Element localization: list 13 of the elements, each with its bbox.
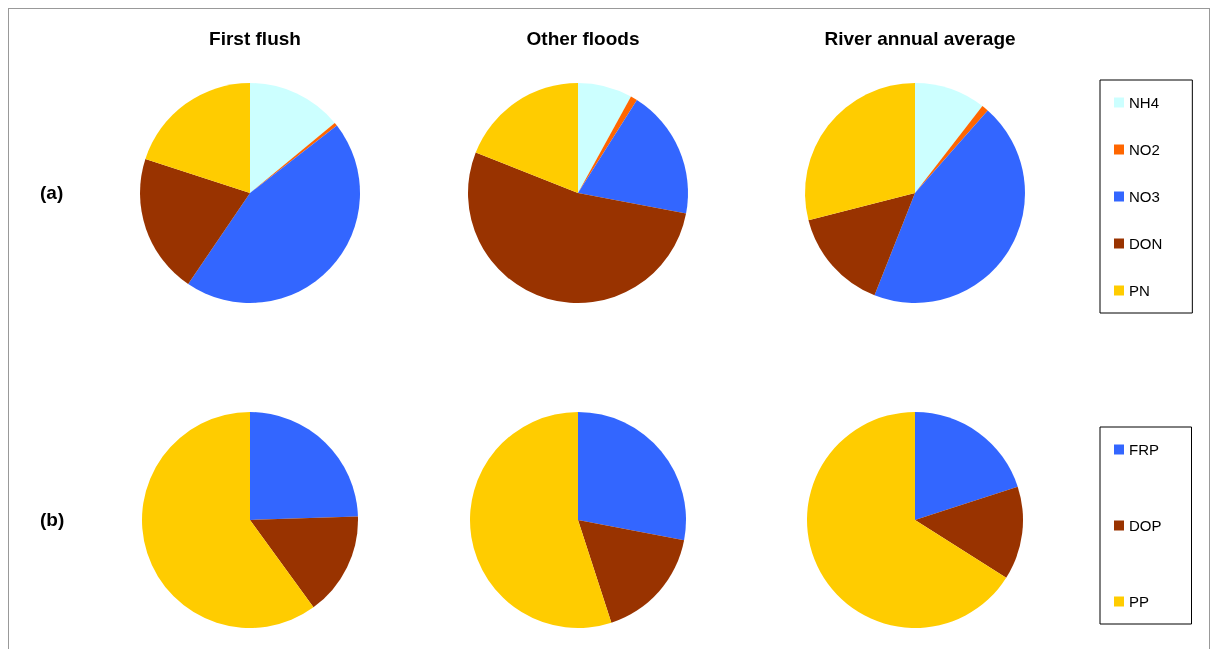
text: (b) bbox=[40, 509, 65, 530]
legend-label: DOP bbox=[1129, 517, 1162, 534]
text: (a) bbox=[40, 182, 64, 203]
slice-label: River annual average bbox=[824, 28, 1016, 49]
slice-label: First flush bbox=[209, 28, 301, 49]
legend-label: NH4 bbox=[1129, 94, 1160, 111]
slice-label: Other floods bbox=[526, 28, 640, 49]
legend-label: NO3 bbox=[1129, 188, 1160, 205]
legend-label: NO2 bbox=[1129, 141, 1160, 158]
legend-label: FRP bbox=[1129, 441, 1159, 458]
legend-label: PP bbox=[1129, 593, 1150, 610]
legend-label: PN bbox=[1129, 282, 1150, 299]
legend-label: DON bbox=[1129, 235, 1163, 252]
